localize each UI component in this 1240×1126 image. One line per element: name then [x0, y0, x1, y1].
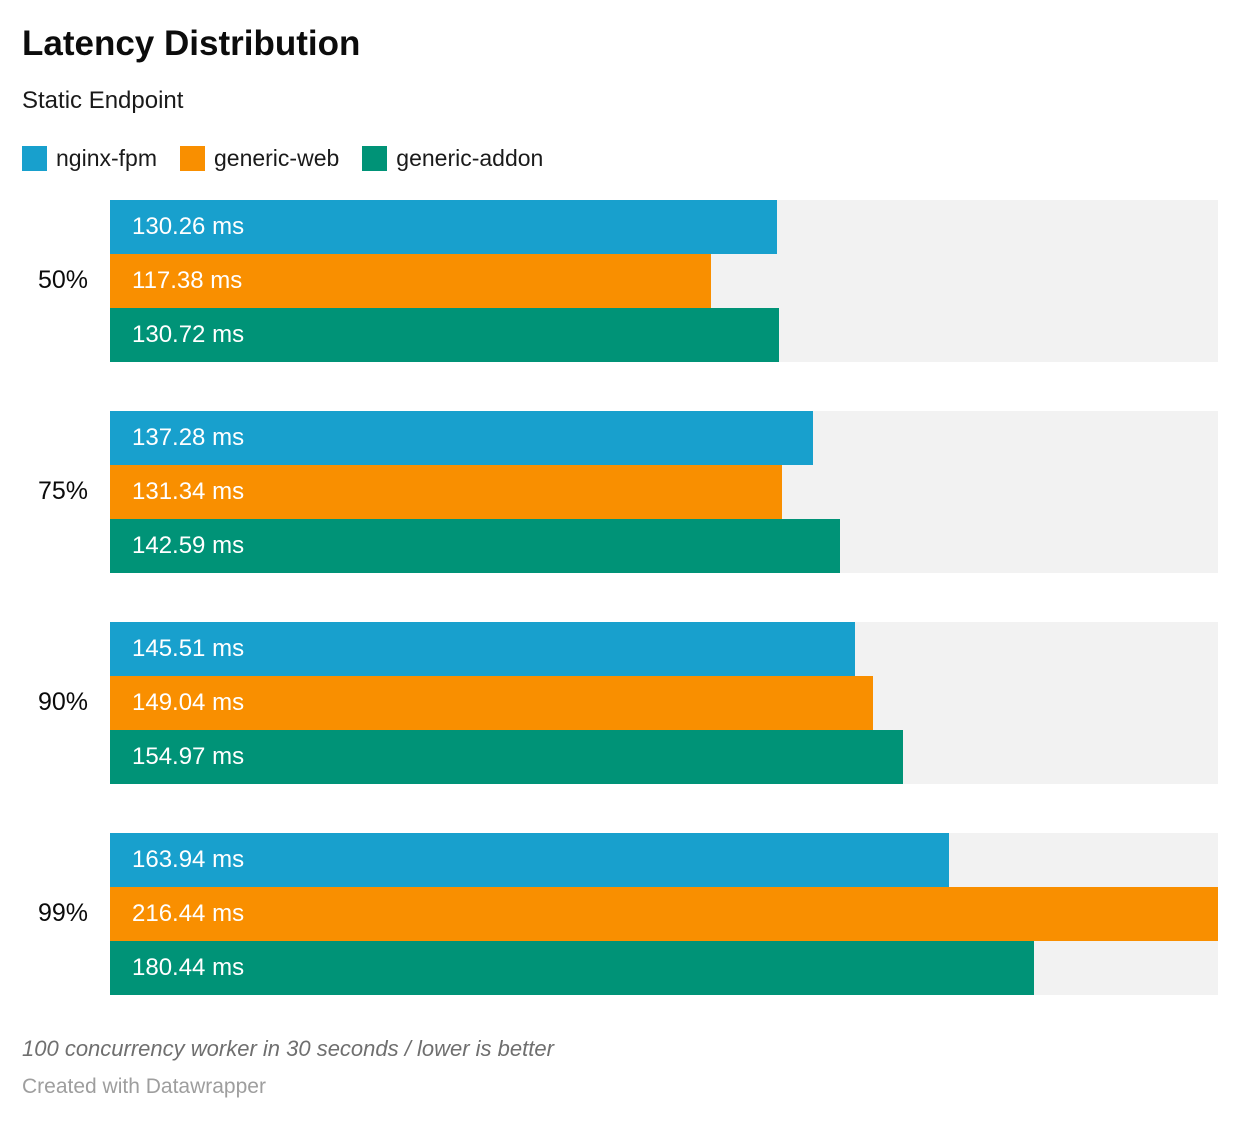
bar-generic-addon: 154.97 ms — [110, 729, 904, 784]
bar-nginx-fpm: 163.94 ms — [110, 832, 950, 887]
bar-row: 154.97 ms — [110, 729, 1218, 784]
bar-value-label: 131.34 ms — [132, 477, 245, 505]
bar-track: 163.94 ms 216.44 ms 180.44 ms — [110, 832, 1218, 995]
bar-generic-addon: 130.72 ms — [110, 307, 780, 362]
bar-row: 131.34 ms — [110, 464, 1218, 519]
bar-track: 130.26 ms 117.38 ms 130.72 ms — [110, 199, 1218, 362]
bar-row: 137.28 ms — [110, 410, 1218, 465]
bar-nginx-fpm: 137.28 ms — [110, 410, 813, 465]
bar-row: 145.51 ms — [110, 621, 1218, 676]
legend-item-generic-web: generic-web — [179, 145, 340, 172]
bar-generic-web: 131.34 ms — [110, 464, 783, 519]
bar-value-label: 216.44 ms — [132, 899, 245, 927]
bar-value-label: 180.44 ms — [132, 953, 245, 981]
bar-row: 130.26 ms — [110, 199, 1218, 254]
bar-value-label: 130.26 ms — [132, 212, 245, 240]
category-label: 75% — [37, 477, 88, 506]
legend-label: generic-addon — [396, 145, 544, 172]
bar-row: 149.04 ms — [110, 675, 1218, 730]
bar-nginx-fpm: 145.51 ms — [110, 621, 855, 676]
bar-value-label: 130.72 ms — [132, 320, 245, 348]
bar-group-75%: 75% 137.28 ms 131.34 ms 142.59 ms — [22, 410, 1218, 573]
bar-row: 163.94 ms — [110, 832, 1218, 887]
category-label: 90% — [37, 688, 88, 717]
legend-label: generic-web — [213, 145, 340, 172]
bar-generic-web: 117.38 ms — [110, 253, 711, 308]
bar-track: 145.51 ms 149.04 ms 154.97 ms — [110, 621, 1218, 784]
bar-nginx-fpm: 130.26 ms — [110, 199, 777, 254]
bar-value-label: 117.38 ms — [132, 266, 243, 294]
legend-item-generic-addon: generic-addon — [362, 145, 544, 172]
chart-title: Latency Distribution — [22, 24, 361, 63]
legend-label: nginx-fpm — [56, 145, 157, 172]
bar-row: 180.44 ms — [110, 940, 1218, 995]
bar-value-label: 163.94 ms — [132, 845, 245, 873]
bar-track: 137.28 ms 131.34 ms 142.59 ms — [110, 410, 1218, 573]
bar-value-label: 145.51 ms — [132, 634, 245, 662]
category-label: 99% — [37, 899, 88, 928]
plot-area: 50% 130.26 ms 117.38 ms 130.72 ms 75% 137.28 … — [22, 199, 1218, 995]
bar-value-label: 142.59 ms — [132, 531, 245, 559]
bar-group-50%: 50% 130.26 ms 117.38 ms 130.72 ms — [22, 199, 1218, 362]
legend-item-nginx-fpm: nginx-fpm — [22, 145, 157, 172]
bar-generic-addon: 142.59 ms — [110, 518, 840, 573]
bar-generic-addon: 180.44 ms — [110, 940, 1034, 995]
attribution-link[interactable]: Created with Datawrapper — [22, 1074, 266, 1098]
footnote: 100 concurrency worker in 30 seconds / l… — [22, 1035, 554, 1061]
bar-row: 142.59 ms — [110, 518, 1218, 573]
bar-group-99%: 99% 163.94 ms 216.44 ms 180.44 ms — [22, 832, 1218, 995]
bar-generic-web: 149.04 ms — [110, 675, 873, 730]
bar-generic-web: 216.44 ms — [110, 886, 1218, 941]
bar-value-label: 149.04 ms — [132, 688, 245, 716]
bar-group-90%: 90% 145.51 ms 149.04 ms 154.97 ms — [22, 621, 1218, 784]
bar-value-label: 154.97 ms — [132, 742, 245, 770]
chart-subtitle: Static Endpoint — [22, 87, 184, 115]
legend-swatch-icon — [362, 146, 388, 172]
bar-row: 117.38 ms — [110, 253, 1218, 308]
legend-swatch-icon — [179, 146, 205, 172]
legend: nginx-fpm generic-web generic-addon — [22, 146, 1218, 172]
legend-swatch-icon — [22, 146, 47, 172]
bar-row: 216.44 ms — [110, 886, 1218, 941]
bar-value-label: 137.28 ms — [132, 423, 245, 451]
bar-row: 130.72 ms — [110, 307, 1218, 362]
category-label: 50% — [37, 266, 88, 295]
